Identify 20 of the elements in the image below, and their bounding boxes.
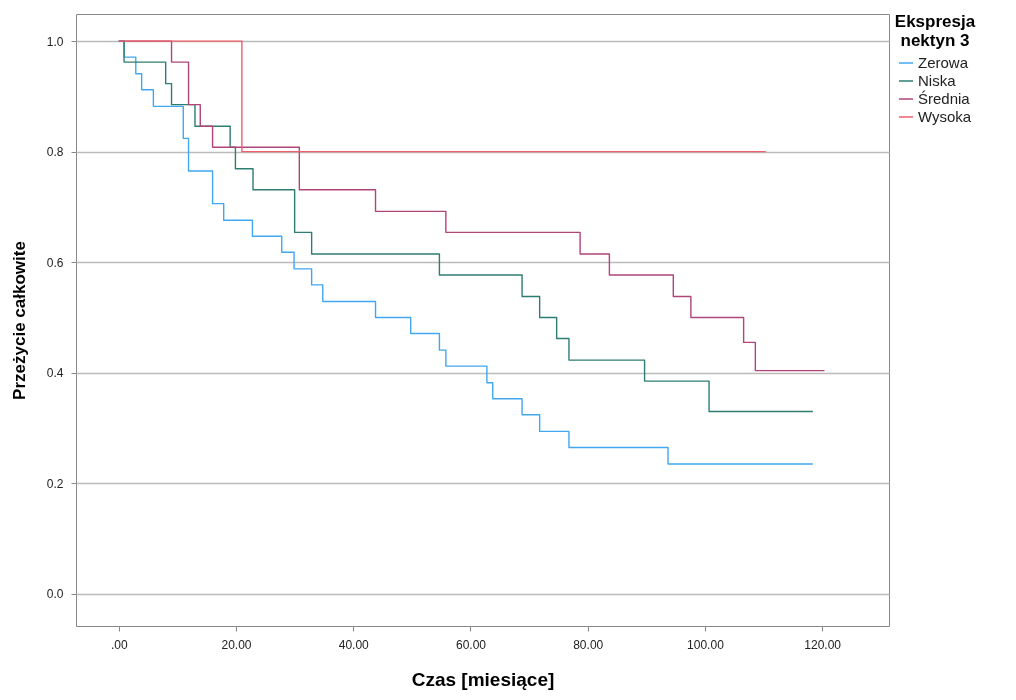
y-axis-title: Przeżycie całkowite — [9, 241, 29, 400]
legend-title: Ekspresja nektyn 3 — [894, 12, 976, 50]
y-tick-label: 0.8 — [46, 145, 64, 160]
x-tick-label: 120.00 — [804, 637, 842, 652]
legend-label: Zerowa — [918, 54, 969, 71]
x-tick-label: 40.00 — [338, 637, 370, 652]
x-tick-label: .00 — [110, 637, 128, 652]
legend-label: Niska — [918, 72, 957, 89]
x-tick-label: 100.00 — [687, 637, 725, 652]
legend-label: Wysoka — [918, 108, 972, 125]
y-tick-label: 0.0 — [46, 587, 64, 602]
y-tick-label: 1.0 — [46, 34, 64, 49]
x-tick-label: 80.00 — [573, 637, 604, 652]
y-tick-label: 0.4 — [46, 366, 64, 381]
x-tick-label: 60.00 — [455, 637, 487, 652]
legend-label: Średnia — [918, 90, 971, 107]
y-tick-label: 0.2 — [46, 476, 64, 491]
y-tick-label: 0.6 — [46, 255, 64, 270]
x-tick-label: 20.00 — [221, 637, 252, 652]
x-axis-title: Czas [miesiące] — [411, 668, 555, 690]
